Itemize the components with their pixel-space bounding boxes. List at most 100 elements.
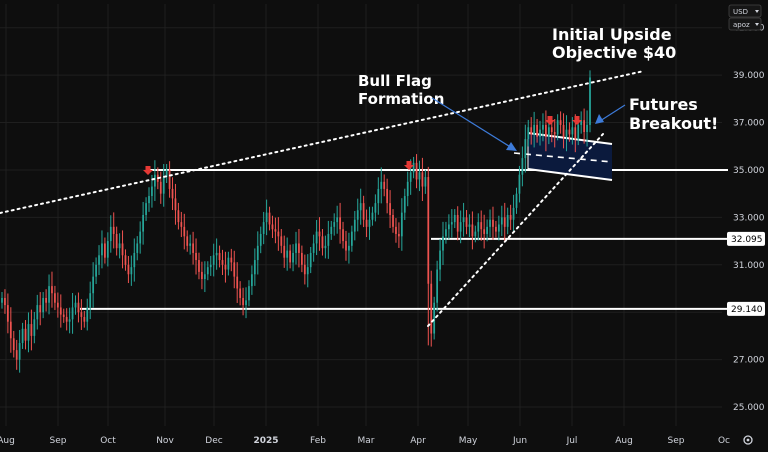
candle-body	[377, 188, 380, 204]
x-tick-label: Aug	[615, 436, 633, 446]
candle-body	[421, 172, 424, 187]
candle-body	[312, 243, 315, 253]
price-labels: 32.095 29.140	[727, 231, 765, 316]
candle-body	[253, 260, 256, 275]
price-label: 32.095	[731, 235, 763, 245]
candle-body	[339, 217, 341, 230]
down-arrow-marker	[143, 166, 153, 175]
currency-widget[interactable]: USD	[728, 4, 762, 18]
time-axis[interactable]: Aug Sep Oct Nov Dec 2025 Feb Mar Apr May Jun Jul Aug…	[0, 436, 730, 446]
candle-body	[262, 222, 265, 234]
candle-body	[27, 324, 30, 341]
candle-body	[327, 233, 330, 246]
down-arrow-marker	[545, 116, 555, 125]
candle-body	[506, 215, 509, 227]
x-tick-label: Oct	[100, 436, 116, 446]
candle-body	[324, 245, 327, 249]
candle-body	[559, 120, 562, 125]
x-tick-label: Jun	[512, 436, 527, 446]
candle-body	[1, 297, 3, 303]
candle-body	[406, 181, 409, 197]
candle-body	[236, 276, 239, 289]
bull-flag-channel	[513, 132, 613, 181]
candle-body	[562, 124, 565, 137]
candle-body	[68, 319, 71, 322]
candle-body	[589, 77, 591, 125]
candle-body	[6, 305, 9, 322]
candle-body	[474, 231, 477, 237]
candle-body	[45, 297, 47, 303]
candle-body	[318, 231, 321, 237]
candle-body	[203, 274, 206, 280]
annotation-objective-line2: Objective $40	[552, 43, 676, 62]
candle-body	[583, 120, 586, 133]
candle-body	[36, 305, 39, 320]
candle-body	[418, 172, 421, 180]
candle-body	[553, 132, 556, 135]
candle-body	[447, 224, 450, 230]
candle-body	[159, 181, 162, 194]
candle-body	[518, 174, 521, 194]
candle-body	[565, 129, 568, 137]
candle-body	[168, 169, 171, 189]
candle-body	[586, 124, 588, 133]
candle-body	[374, 203, 377, 213]
candle-body	[286, 250, 289, 258]
candle-body	[209, 264, 212, 268]
candle-body	[439, 250, 441, 270]
candle-body	[171, 188, 174, 199]
candle-body	[392, 215, 394, 227]
candle-body	[51, 286, 53, 294]
scale-mode-widget[interactable]: apoz	[728, 17, 762, 31]
candle-body	[177, 210, 180, 223]
candle-body	[330, 226, 333, 234]
candle-body	[395, 226, 397, 234]
x-tick-label: 2025	[253, 436, 278, 446]
candle-body	[115, 233, 118, 249]
candle-body	[550, 127, 553, 133]
candle-body	[497, 224, 500, 232]
candle-body	[256, 245, 259, 261]
candle-body	[350, 231, 353, 246]
candle-body	[492, 219, 494, 227]
candle-body	[15, 350, 18, 360]
candle-body	[503, 217, 506, 227]
candle-body	[136, 243, 139, 253]
candle-body	[121, 243, 124, 256]
candle-body	[365, 219, 368, 227]
candle-body	[83, 316, 86, 322]
y-tick-label: 35.000	[733, 166, 765, 176]
x-tick-label: Oc	[718, 436, 730, 446]
candle-body	[268, 212, 271, 225]
candle-body	[39, 305, 42, 313]
candle-body	[212, 255, 215, 265]
candle-body	[300, 252, 303, 265]
candle-body	[368, 219, 371, 227]
candle-body	[145, 203, 147, 215]
candle-body	[315, 231, 318, 244]
candle-body	[456, 215, 459, 232]
arrow-markers	[143, 116, 582, 175]
candle-body	[86, 307, 89, 322]
candle-body	[345, 241, 347, 251]
candle-body	[430, 283, 433, 334]
candle-body	[259, 233, 262, 246]
candle-body	[248, 286, 250, 301]
candle-body	[309, 252, 312, 268]
y-tick-label: 37.000	[733, 119, 765, 129]
candle-body	[542, 124, 544, 130]
gear-icon[interactable]	[743, 435, 753, 445]
candle-body	[251, 274, 253, 287]
candle-body	[359, 203, 362, 211]
candle-body	[380, 181, 383, 189]
down-arrow-marker	[404, 161, 414, 170]
candle-body	[321, 236, 324, 249]
candle-body	[74, 302, 77, 308]
candle-body	[333, 222, 336, 227]
candle-body	[71, 307, 74, 320]
candle-body	[400, 212, 403, 237]
candle-body	[453, 215, 456, 223]
candle-body	[18, 343, 21, 360]
candle-body	[580, 120, 583, 125]
